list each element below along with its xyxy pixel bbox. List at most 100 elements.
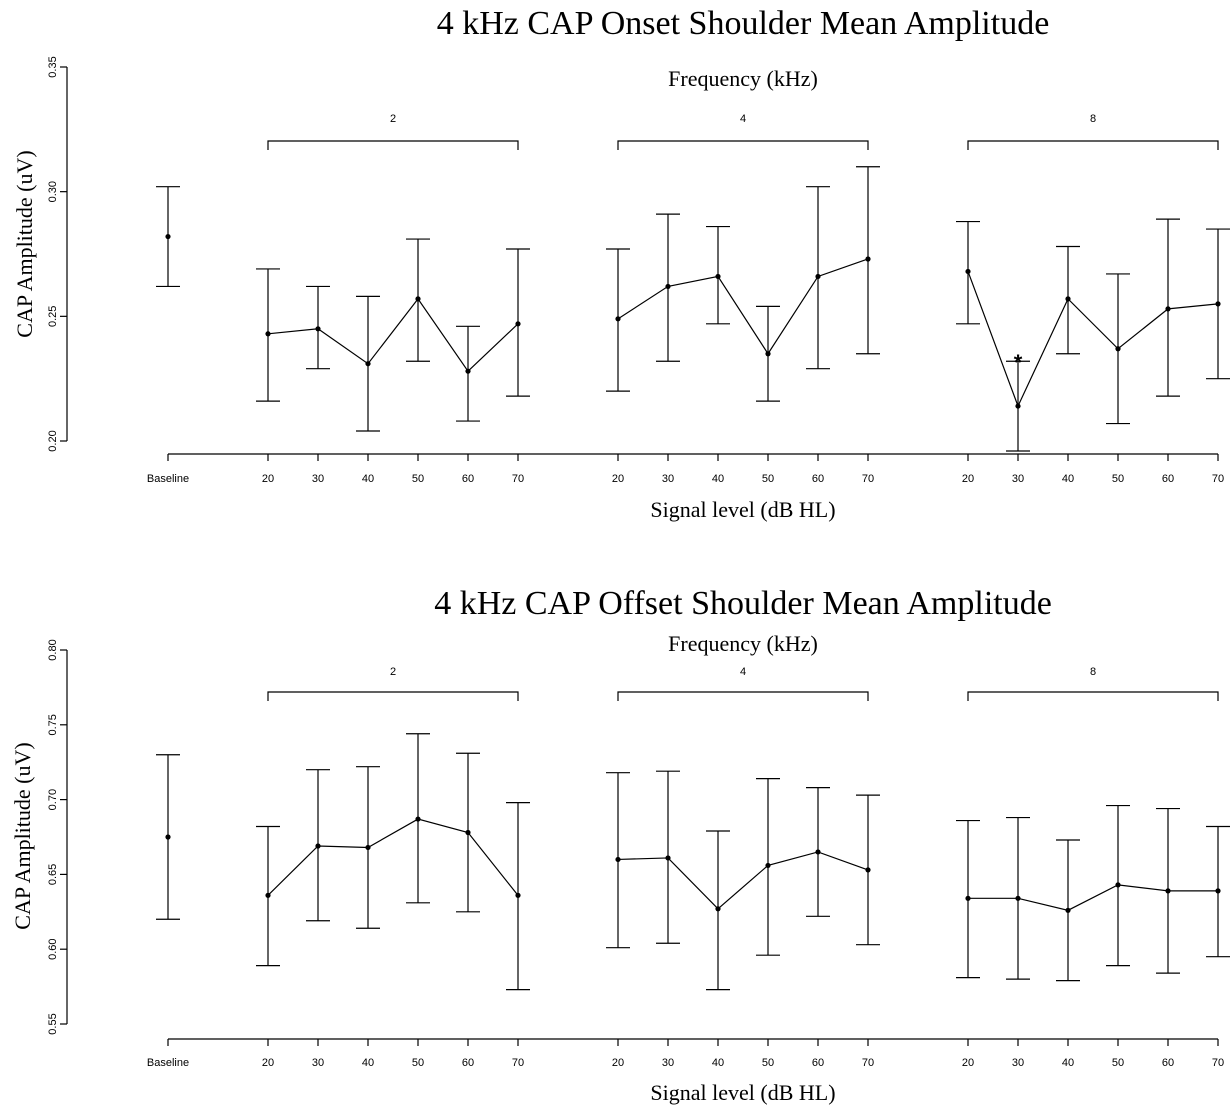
data-point: [965, 895, 971, 901]
group-label: 2: [390, 666, 396, 678]
x-tick-label: 20: [962, 1057, 974, 1069]
group-bracket: [967, 140, 1219, 150]
data-point: [615, 316, 621, 322]
x-tick-label: Baseline: [147, 473, 189, 485]
data-point: [1015, 895, 1021, 901]
y-tick-label: 0.80: [47, 639, 59, 660]
series-line: [617, 851, 869, 910]
group-bracket: [267, 691, 519, 701]
x-tick-label: 60: [462, 473, 474, 485]
x-tick-label: 30: [1012, 1057, 1024, 1069]
x-tick-label: 40: [1062, 473, 1074, 485]
x-tick-label: 30: [312, 1057, 324, 1069]
data-point: [165, 834, 171, 840]
x-tick-label: 50: [1112, 473, 1124, 485]
x-tick-label: 30: [662, 1057, 674, 1069]
x-tick-label: 70: [1212, 1057, 1224, 1069]
data-point: [1065, 907, 1071, 913]
x-tick-label: 50: [762, 473, 774, 485]
data-point: [765, 862, 771, 869]
data-point: [965, 268, 971, 275]
x-tick-label: 70: [512, 1057, 524, 1069]
x-tick-label: 60: [1162, 1057, 1174, 1069]
data-point: [415, 296, 421, 302]
data-point: [265, 331, 271, 337]
data-point: [1065, 296, 1071, 302]
x-tick-label: 60: [1162, 473, 1174, 485]
data-point: [465, 829, 471, 836]
x-tick-label: 20: [962, 473, 974, 485]
data-point: [865, 256, 871, 262]
data-point: [865, 867, 871, 873]
data-point: [515, 892, 521, 898]
group-label: 4: [740, 113, 746, 125]
x-tick-label: 30: [662, 473, 674, 485]
group-bracket: [267, 140, 519, 150]
data-point: [1165, 888, 1171, 894]
data-point: [365, 844, 371, 851]
x-tick-label: 20: [612, 473, 624, 485]
data-point: [165, 233, 171, 240]
data-point: [415, 816, 421, 822]
data-point: [815, 849, 821, 855]
y-tick-label: 0.35: [47, 56, 59, 77]
x-tick-label: 20: [262, 1057, 274, 1069]
significance-marker: *: [1014, 350, 1023, 375]
x-tick-label: 40: [712, 473, 724, 485]
x-tick-label: 40: [1062, 1057, 1074, 1069]
x-tick-label: 70: [862, 473, 874, 485]
x-tick-label: 50: [762, 1057, 774, 1069]
data-point: [715, 906, 721, 912]
group-label: 4: [740, 666, 746, 678]
data-point: [265, 892, 271, 898]
x-axis-label: Signal level (dB HL): [650, 1080, 835, 1105]
x-tick-label: Baseline: [147, 1057, 189, 1069]
series-line: [267, 297, 519, 373]
data-point: [315, 326, 321, 332]
y-tick-label: 0.20: [47, 430, 59, 451]
y-axis-label: CAP Amplitude (uV): [10, 742, 35, 929]
group-label: 2: [390, 113, 396, 125]
x-tick-label: 70: [1212, 473, 1224, 485]
x-tick-label: 40: [362, 473, 374, 485]
data-point: [1115, 346, 1121, 352]
group-label: 8: [1090, 666, 1096, 678]
x-tick-label: 20: [612, 1057, 624, 1069]
data-point: [665, 855, 671, 861]
y-tick-label: 0.70: [47, 789, 59, 810]
group-bracket: [967, 691, 1219, 701]
data-point: [365, 361, 371, 367]
data-point: [1215, 301, 1221, 307]
y-axis-label: CAP Amplitude (uV): [12, 150, 37, 337]
x-tick-label: 60: [812, 473, 824, 485]
x-tick-label: 60: [812, 1057, 824, 1069]
data-point: [465, 368, 471, 374]
x-tick-label: 50: [412, 1057, 424, 1069]
group-bracket: [617, 691, 869, 701]
onset-chart-panel: 4 kHz CAP Onset Shoulder Mean Amplitude F…: [12, 5, 1230, 522]
y-tick-label: 0.60: [47, 938, 59, 959]
data-point: [715, 273, 721, 280]
x-tick-label: 50: [1112, 1057, 1124, 1069]
series-line: [267, 818, 519, 896]
offset-chart-panel: 4 kHz CAP Offset Shoulder Mean Amplitude…: [10, 585, 1230, 1105]
data-point: [765, 351, 771, 357]
series-line: [968, 884, 1218, 911]
y-tick-label: 0.65: [47, 864, 59, 885]
x-tick-label: 60: [462, 1057, 474, 1069]
chart-title: 4 kHz CAP Onset Shoulder Mean Amplitude: [437, 5, 1050, 42]
x-tick-label: 20: [262, 473, 274, 485]
data-point: [815, 273, 821, 280]
x-tick-label: 40: [712, 1057, 724, 1069]
data-point: [1215, 888, 1221, 894]
y-tick-label: 0.30: [47, 181, 59, 202]
x-tick-label: 40: [362, 1057, 374, 1069]
chart-title: 4 kHz CAP Offset Shoulder Mean Amplitude: [434, 585, 1052, 622]
data-point: [1165, 306, 1171, 312]
data-point: [615, 856, 621, 863]
y-tick-label: 0.55: [47, 1013, 59, 1034]
x-tick-label: 70: [512, 473, 524, 485]
group-axis-title: Frequency (kHz): [668, 631, 818, 656]
x-tick-label: 70: [862, 1057, 874, 1069]
